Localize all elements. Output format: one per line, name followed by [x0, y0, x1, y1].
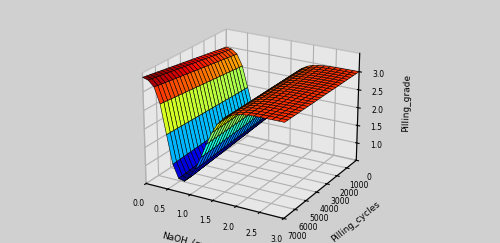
X-axis label: NaOH_(mol/L): NaOH_(mol/L) [161, 230, 224, 243]
Y-axis label: Pilling_cycles: Pilling_cycles [329, 200, 382, 243]
